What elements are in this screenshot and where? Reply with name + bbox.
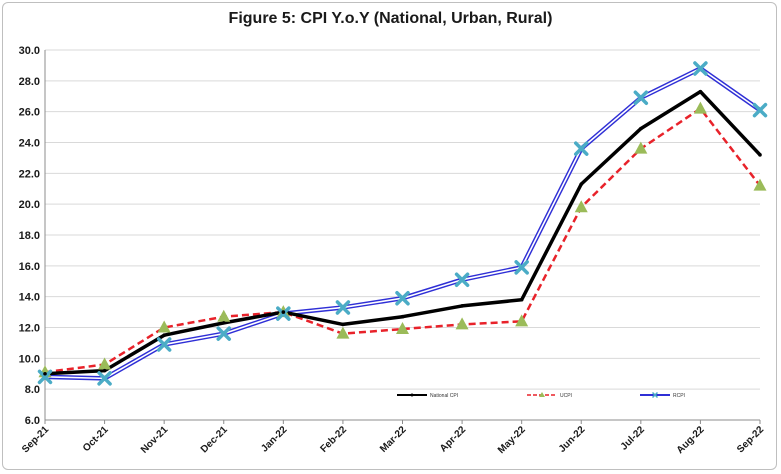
rcpi-point xyxy=(37,369,53,385)
rcpi-point xyxy=(395,290,410,306)
ucpi-point xyxy=(157,320,171,333)
ucpi-point xyxy=(217,309,231,322)
rcpi-point xyxy=(633,90,649,106)
x-tick-label: Feb-22 xyxy=(318,424,349,455)
x-tick-label: May-22 xyxy=(496,424,528,456)
legend-label: UCPI xyxy=(560,393,572,399)
y-tick-label: 20.0 xyxy=(19,199,40,211)
gridlines xyxy=(45,49,760,421)
ucpi-point xyxy=(336,326,350,339)
national-cpi-point xyxy=(162,333,166,338)
rcpi-point xyxy=(97,371,112,386)
ucpi-point xyxy=(634,141,648,154)
axes xyxy=(44,50,761,424)
ucpi-point xyxy=(515,314,529,327)
x-tick-label: Apr-22 xyxy=(438,424,468,454)
ucpi-point xyxy=(693,101,707,114)
y-tick-label: 6.0 xyxy=(25,415,40,427)
rcpi-point xyxy=(514,260,529,275)
rcpi-point-stroke xyxy=(216,326,231,341)
legend-marker-ucpi xyxy=(539,392,545,397)
ucpi-point xyxy=(98,357,112,370)
series-markers xyxy=(37,61,768,386)
ucpi-point xyxy=(396,322,409,335)
x-tick-label: Dec-21 xyxy=(199,424,230,455)
x-tick-labels: Sep-21 Oct-21 Nov-21 Dec-21 Jan-22 Feb-22 Mar-… xyxy=(20,424,766,456)
national-cpi-point xyxy=(758,153,762,157)
rcpi-point-stroke xyxy=(454,272,470,287)
x-tick-label: Jan-22 xyxy=(259,424,289,454)
national-cpi-point xyxy=(639,126,643,131)
rcpi-point xyxy=(454,272,470,287)
ucpi-point xyxy=(753,178,767,191)
national-cpi-point xyxy=(281,310,286,314)
national-cpi-point xyxy=(519,297,524,302)
rcpi-point-stroke xyxy=(752,102,768,118)
rcpi-point xyxy=(752,102,768,118)
x-tick-label: Sep-21 xyxy=(20,424,51,455)
x-tick-label: Jun-22 xyxy=(557,424,588,455)
rcpi-point xyxy=(335,300,351,315)
legend-marker-rcpi xyxy=(651,391,659,399)
rcpi-point-stroke xyxy=(97,371,112,386)
y-tick-label: 28.0 xyxy=(19,76,40,88)
national-cpi-point xyxy=(460,304,464,308)
legend-label: National CPI xyxy=(430,393,458,399)
ucpi-point xyxy=(574,200,588,213)
legend-label: RCPI xyxy=(673,393,685,399)
x-tick-label: Oct-21 xyxy=(81,424,111,454)
rcpi-point-stroke xyxy=(37,369,53,385)
chart-frame xyxy=(2,2,777,470)
x-tick-label: Mar-22 xyxy=(378,424,409,455)
national-cpi-point xyxy=(43,371,47,376)
rcpi-point xyxy=(156,337,172,352)
rcpi-point-stroke xyxy=(693,61,708,76)
x-tick-label: Aug-22 xyxy=(675,424,707,456)
rcpi-point-stroke xyxy=(156,337,172,352)
national-cpi-point xyxy=(400,314,405,319)
y-tick-label: 18.0 xyxy=(19,230,40,242)
x-tick-label: Jul-22 xyxy=(619,424,648,453)
y-tick-label: 10.0 xyxy=(19,353,40,365)
ucpi-point xyxy=(455,317,469,330)
y-tick-label: 14.0 xyxy=(19,292,40,304)
y-tick-label: 16.0 xyxy=(19,261,40,273)
y-tick-label: 8.0 xyxy=(25,384,40,396)
chart-title: Figure 5: CPI Y.o.Y (National, Urban, Ru… xyxy=(228,10,553,27)
legend: National CPI UCPI RCPI xyxy=(397,391,685,399)
rcpi-point-stroke xyxy=(574,141,589,156)
legend-marker-national-cpi xyxy=(410,393,414,397)
national-cpi-point xyxy=(102,368,107,373)
y-tick-labels: 6.0 8.0 10.0 12.0 14.0 16.0 18.0 20.0 22.0 24.0 26… xyxy=(19,45,40,427)
national-cpi-point xyxy=(341,322,345,327)
rcpi-point-stroke xyxy=(633,90,649,106)
rcpi-point xyxy=(574,141,589,156)
national-cpi-point xyxy=(221,321,226,325)
x-tick-label: Sep-22 xyxy=(735,424,766,455)
rcpi-point xyxy=(693,61,708,76)
y-tick-label: 26.0 xyxy=(19,107,40,119)
y-tick-label: 12.0 xyxy=(19,323,40,335)
y-tick-label: 24.0 xyxy=(19,138,40,150)
rcpi-point xyxy=(216,326,231,341)
national-cpi-point xyxy=(698,89,703,94)
x-tick-label: Nov-21 xyxy=(139,424,171,456)
rcpi-point-stroke xyxy=(335,300,351,315)
rcpi-point-stroke xyxy=(395,290,410,306)
y-tick-label: 30.0 xyxy=(19,45,40,57)
y-tick-label: 22.0 xyxy=(19,168,40,180)
rcpi-point-stroke xyxy=(514,260,529,275)
national-cpi-point xyxy=(579,182,584,186)
